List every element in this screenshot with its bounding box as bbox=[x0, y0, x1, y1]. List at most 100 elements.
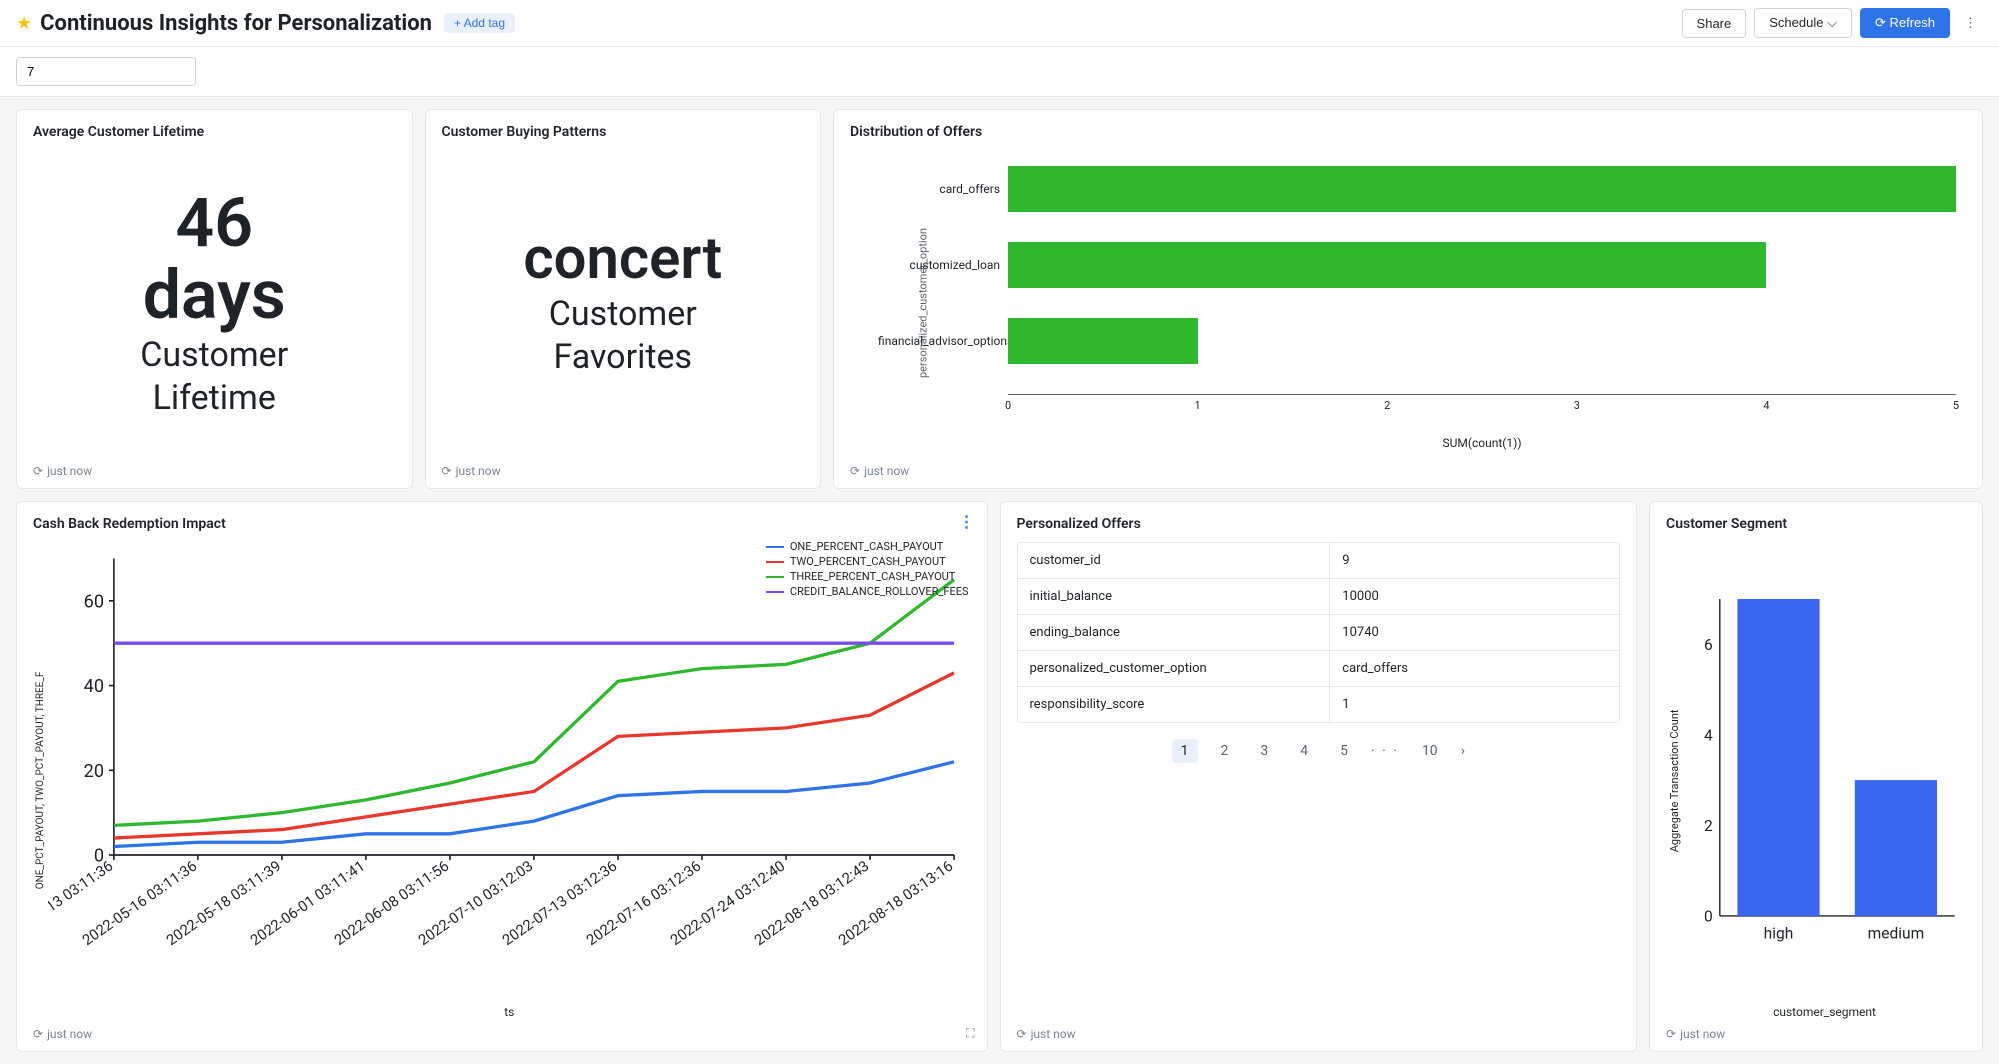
y-tick: 40 bbox=[84, 676, 104, 697]
table-key: customer_id bbox=[1018, 543, 1331, 578]
chevron-down-icon: ⌵ bbox=[1827, 15, 1837, 30]
share-button[interactable]: Share bbox=[1682, 9, 1747, 38]
legend-swatch bbox=[766, 591, 784, 593]
y-tick: 4 bbox=[1704, 727, 1713, 745]
x-axis-label: ts bbox=[48, 1005, 971, 1019]
stat-sub-line1: Customer bbox=[140, 337, 288, 374]
legend-item: THREE_PERCENT_CASH_PAYOUT bbox=[766, 570, 969, 583]
y-tick: 6 bbox=[1704, 636, 1713, 654]
refresh-button[interactable]: ⟳ Refresh bbox=[1860, 8, 1950, 38]
refresh-label: Refresh bbox=[1889, 15, 1935, 30]
table-key: initial_balance bbox=[1018, 579, 1331, 614]
legend-label: THREE_PERCENT_CASH_PAYOUT bbox=[790, 570, 956, 583]
hbar-row: customized_loan bbox=[1008, 242, 1956, 288]
card-title: Customer Buying Patterns bbox=[442, 124, 805, 140]
stat-sub-line2: Favorites bbox=[553, 339, 692, 376]
table-value: 10000 bbox=[1330, 579, 1619, 614]
line-legend: ONE_PERCENT_CASH_PAYOUTTWO_PERCENT_CASH_… bbox=[766, 538, 969, 600]
kv-table: customer_id9initial_balance10000ending_b… bbox=[1017, 542, 1621, 723]
card-title: Customer Segment bbox=[1666, 516, 1966, 532]
x-axis: 012345 bbox=[1008, 394, 1956, 418]
filter-input[interactable] bbox=[16, 57, 196, 86]
stat-sub-line1: Customer bbox=[549, 296, 697, 333]
vbar bbox=[1737, 599, 1819, 916]
stat-value-line2: days bbox=[143, 260, 286, 331]
hbar-row: financial_advisor_options bbox=[1008, 318, 1956, 364]
expand-icon[interactable]: ⛶ bbox=[966, 1026, 974, 1041]
page-number[interactable]: 10 bbox=[1413, 739, 1447, 763]
star-icon[interactable]: ★ bbox=[16, 13, 32, 34]
hbar-category-label: customized_loan bbox=[878, 258, 1008, 272]
hbar-row: card_offers bbox=[1008, 166, 1956, 212]
legend-swatch bbox=[766, 576, 784, 578]
legend-label: TWO_PERCENT_CASH_PAYOUT bbox=[790, 555, 946, 568]
table-value: card_offers bbox=[1330, 651, 1619, 686]
sync-icon: ⟳ bbox=[33, 464, 43, 478]
y-axis-label: ONE_PCT_PAYOUT, TWO_PCT_PAYOUT, THREE_F bbox=[33, 542, 48, 1019]
filter-row bbox=[0, 47, 1999, 97]
hbar-bar bbox=[1008, 318, 1198, 364]
card-title: Personalized Offers bbox=[1017, 516, 1621, 532]
card-menu-icon[interactable]: ⋮ bbox=[959, 512, 975, 531]
x-tick: 3 bbox=[1574, 395, 1580, 412]
card-personalized-offers: Personalized Offers customer_id9initial_… bbox=[1000, 501, 1638, 1052]
sync-icon: ⟳ bbox=[442, 464, 452, 478]
hbar-category-label: card_offers bbox=[878, 182, 1008, 196]
vbar bbox=[1855, 780, 1937, 916]
footer-timestamp: just now bbox=[47, 1027, 92, 1041]
sync-icon: ⟳ bbox=[1017, 1027, 1027, 1041]
table-value: 1 bbox=[1330, 687, 1619, 722]
table-row: initial_balance10000 bbox=[1018, 579, 1620, 615]
page-number[interactable]: 3 bbox=[1251, 739, 1277, 763]
table-row: responsibility_score1 bbox=[1018, 687, 1620, 722]
y-tick: 60 bbox=[84, 591, 104, 612]
page-number[interactable]: 2 bbox=[1212, 739, 1238, 763]
card-cashback-impact: Cash Back Redemption Impact ⋮ ONE_PERCEN… bbox=[16, 501, 988, 1052]
card-buying-patterns: Customer Buying Patterns concert Custome… bbox=[425, 109, 822, 489]
card-title: Cash Back Redemption Impact bbox=[33, 516, 971, 532]
table-value: 9 bbox=[1330, 543, 1619, 578]
legend-item: TWO_PERCENT_CASH_PAYOUT bbox=[766, 555, 969, 568]
x-tick: 4 bbox=[1763, 395, 1769, 412]
x-axis-label: SUM(count(1)) bbox=[1008, 436, 1956, 450]
sync-icon: ⟳ bbox=[850, 464, 860, 478]
next-page-icon[interactable]: › bbox=[1461, 743, 1465, 759]
hbar-category-label: financial_advisor_options bbox=[878, 334, 1008, 348]
legend-label: CREDIT_BALANCE_ROLLOVER_FEES bbox=[790, 585, 969, 598]
kebab-menu-icon[interactable]: ⋮ bbox=[1958, 10, 1983, 37]
card-title: Distribution of Offers bbox=[850, 124, 1966, 140]
x-axis-label: customer_segment bbox=[1683, 1005, 1966, 1019]
refresh-icon: ⟳ bbox=[1875, 15, 1890, 30]
topbar: ★ Continuous Insights for Personalizatio… bbox=[0, 0, 1999, 47]
footer-timestamp: just now bbox=[864, 464, 909, 478]
stat-sub-line2: Lifetime bbox=[153, 380, 276, 417]
x-tick: medium bbox=[1868, 925, 1925, 943]
x-tick: high bbox=[1764, 925, 1794, 943]
y-tick: 2 bbox=[1704, 817, 1713, 835]
page-number[interactable]: 1 bbox=[1172, 739, 1198, 763]
hbar-chart: personalized_customer_option card_offers… bbox=[850, 150, 1966, 456]
page-ellipsis: · · · bbox=[1371, 743, 1399, 759]
page-number[interactable]: 5 bbox=[1331, 739, 1357, 763]
schedule-button[interactable]: Schedule ⌵ bbox=[1754, 8, 1852, 38]
big-stat: concert Customer Favorites bbox=[442, 150, 805, 456]
footer-timestamp: just now bbox=[47, 464, 92, 478]
table-key: ending_balance bbox=[1018, 615, 1331, 650]
x-tick: 1 bbox=[1195, 395, 1201, 412]
x-tick: 0 bbox=[1005, 395, 1011, 412]
table-key: personalized_customer_option bbox=[1018, 651, 1331, 686]
legend-swatch bbox=[766, 561, 784, 563]
table-row: ending_balance10740 bbox=[1018, 615, 1620, 651]
y-axis-label: Aggregate Transaction Count bbox=[1666, 542, 1683, 1019]
table-key: responsibility_score bbox=[1018, 687, 1331, 722]
x-tick: 5 bbox=[1953, 395, 1959, 412]
stat-value-line1: 46 bbox=[175, 188, 253, 259]
sync-icon: ⟳ bbox=[33, 1027, 43, 1041]
add-tag-button[interactable]: + Add tag bbox=[444, 13, 515, 33]
page-number[interactable]: 4 bbox=[1291, 739, 1317, 763]
page-title: Continuous Insights for Personalization bbox=[40, 11, 432, 36]
footer-timestamp: just now bbox=[456, 464, 501, 478]
vbar-chart-svg: 0246highmedium bbox=[1683, 542, 1966, 1001]
card-average-lifetime: Average Customer Lifetime 46 days Custom… bbox=[16, 109, 413, 489]
footer-timestamp: just now bbox=[1680, 1027, 1725, 1041]
